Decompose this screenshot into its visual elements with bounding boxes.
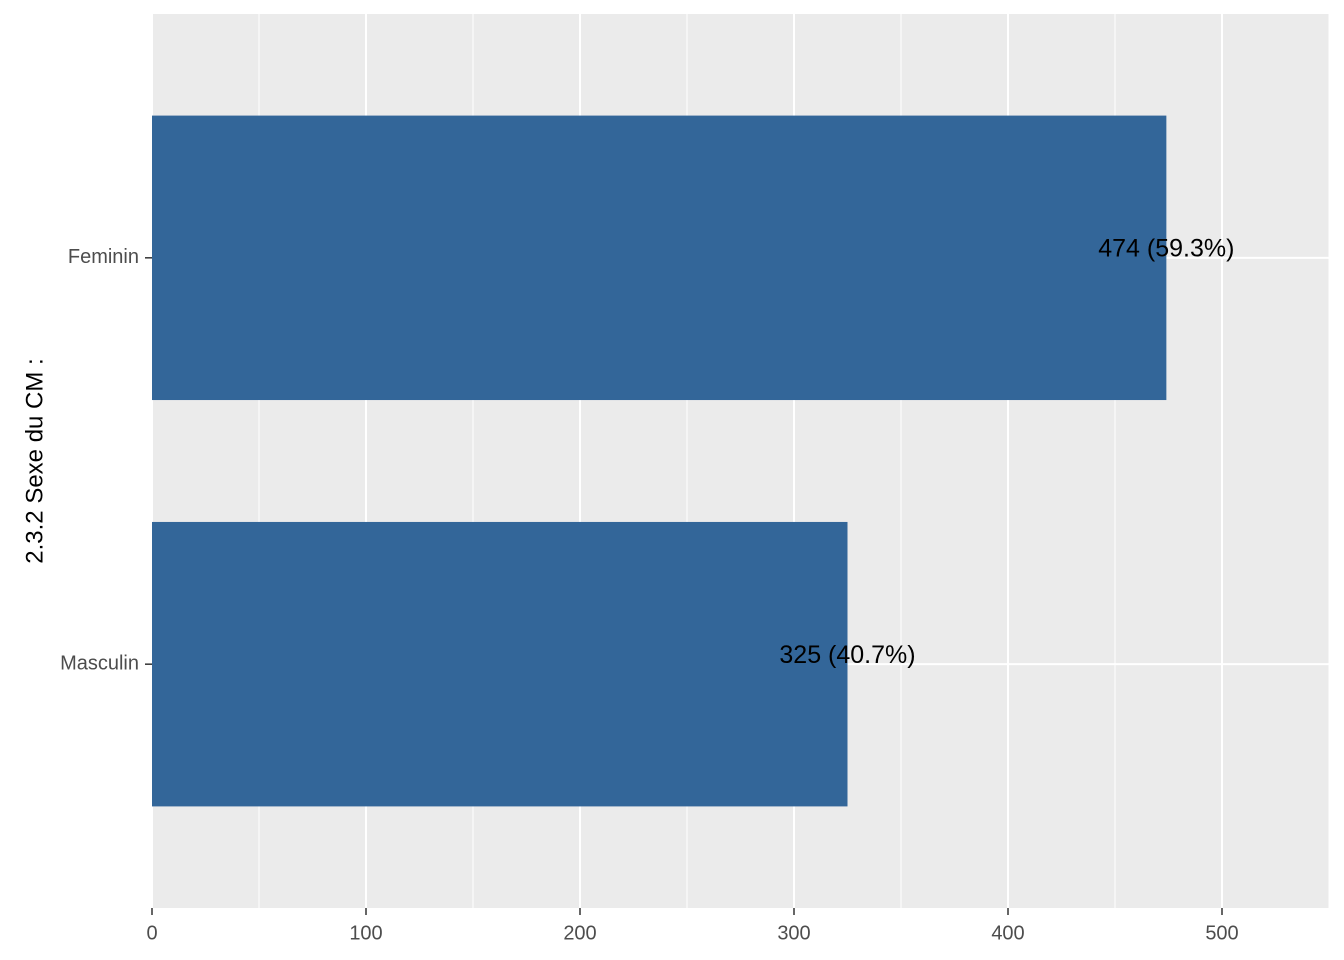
bar-masculin [152, 521, 848, 807]
y-tick-label: Masculin [60, 652, 139, 674]
x-tick-label: 500 [1205, 922, 1238, 944]
y-axis-title: 2.3.2 Sexe du CM : [21, 358, 48, 563]
x-tick-label: 0 [146, 922, 157, 944]
bars [152, 115, 1167, 807]
x-tick-label: 100 [349, 922, 382, 944]
x-tick-label: 400 [991, 922, 1024, 944]
y-tick-label: Feminin [68, 246, 139, 268]
x-axis: 0 100 200 300 400 500 [146, 908, 1239, 944]
y-axis: Feminin Masculin [60, 246, 152, 674]
x-tick-label: 300 [777, 922, 810, 944]
data-labels: 474 (59.3%) 325 (40.7%) [779, 234, 1234, 668]
bar-feminin [152, 115, 1167, 401]
x-tick-label: 200 [563, 922, 596, 944]
data-label: 325 (40.7%) [779, 641, 915, 669]
data-label: 474 (59.3%) [1098, 234, 1234, 262]
